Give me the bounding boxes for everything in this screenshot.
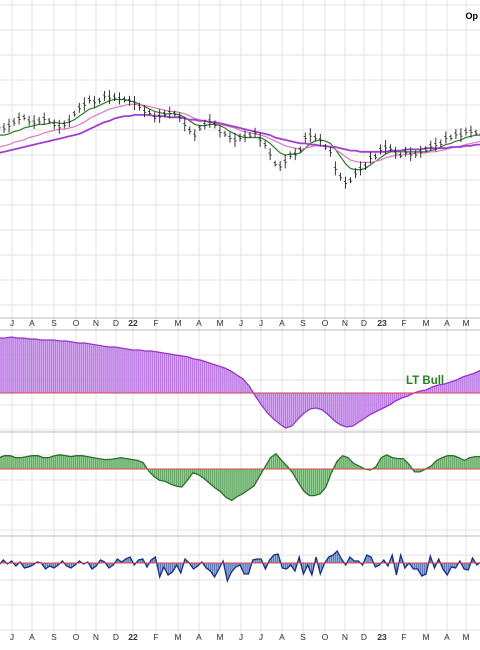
x-tick-label: J <box>239 318 243 328</box>
x-tick-label: N <box>93 318 99 328</box>
x-tick-label: A <box>29 632 35 642</box>
ma-pink-line <box>0 103 480 163</box>
x-tick-label: D <box>361 632 367 642</box>
x-tick-label: O <box>322 318 329 328</box>
x-tick-label: N <box>342 632 348 642</box>
indicator-panel-1: LT Bull <box>0 336 480 429</box>
x-tick-label: J <box>259 318 263 328</box>
x-tick-label: F <box>153 632 158 642</box>
x-tick-label: D <box>361 318 367 328</box>
x-tick-label: A <box>444 632 450 642</box>
indicator-panel-2 <box>0 452 480 502</box>
x-tick-label: A <box>29 318 35 328</box>
x-tick-label: S <box>51 632 57 642</box>
x-tick-label: A <box>196 318 202 328</box>
x-tick-label: M <box>174 318 181 328</box>
x-tick-label: S <box>300 318 306 328</box>
x-tick-label: A <box>444 318 450 328</box>
x-tick-label: F <box>401 632 406 642</box>
x-tick-label: A <box>196 632 202 642</box>
x-tick-label: M <box>462 632 469 642</box>
x-tick-label: N <box>93 632 99 642</box>
x-tick-label: J <box>10 632 14 642</box>
x-tick-year-label: 22 <box>128 318 138 328</box>
ma-purple-line <box>0 114 480 154</box>
x-tick-label: F <box>401 318 406 328</box>
x-tick-label: J <box>259 632 263 642</box>
x-tick-label: J <box>239 632 243 642</box>
x-tick-label: F <box>153 318 158 328</box>
lt-bull-label: LT Bull <box>406 375 444 387</box>
x-tick-label: A <box>279 318 285 328</box>
x-axis-layer: J A S O N D 22 F M A M J J A S O N D 23 F M A M J A S O N D 22 F M A M J J A… <box>10 318 470 642</box>
x-tick-label: O <box>73 318 80 328</box>
st-momentum-line <box>0 549 480 584</box>
mt-momentum-line <box>0 452 480 502</box>
mt-momentum-area <box>0 453 480 501</box>
x-tick-label: D <box>113 632 119 642</box>
x-tick-label: M <box>216 632 223 642</box>
x-tick-label: M <box>174 632 181 642</box>
x-tick-label: J <box>10 318 14 328</box>
x-tick-year-label: 22 <box>128 632 138 642</box>
x-tick-label: S <box>300 632 306 642</box>
indicator-panel-3 <box>0 549 480 584</box>
x-tick-label: A <box>279 632 285 642</box>
x-tick-label: M <box>422 632 429 642</box>
x-tick-label: D <box>113 318 119 328</box>
x-tick-label: M <box>462 318 469 328</box>
x-tick-label: O <box>73 632 80 642</box>
x-tick-label: M <box>216 318 223 328</box>
x-tick-year-label: 23 <box>377 318 387 328</box>
x-tick-label: S <box>51 318 57 328</box>
price-panel <box>0 90 480 189</box>
x-tick-label: O <box>322 632 329 642</box>
lt-momentum-line <box>0 336 480 429</box>
x-tick-label: M <box>422 318 429 328</box>
corner-label: Op <box>465 11 479 21</box>
x-tick-year-label: 23 <box>377 632 387 642</box>
x-tick-label: N <box>342 318 348 328</box>
